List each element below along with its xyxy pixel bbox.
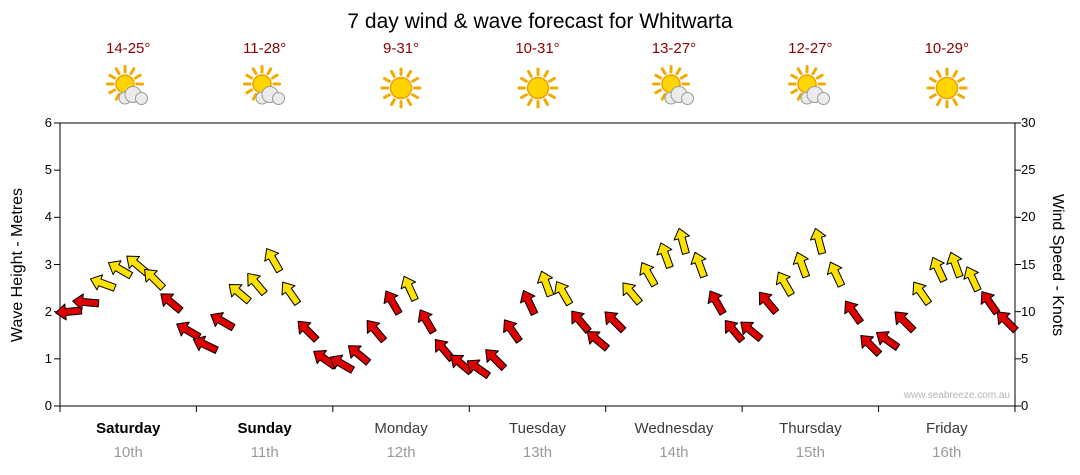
wind-arrow — [963, 266, 982, 293]
wind-arrow — [72, 293, 100, 311]
wind-arrow — [366, 320, 388, 344]
wind-arrow — [383, 290, 403, 316]
wind-arrow — [329, 354, 355, 374]
wind-arrow — [946, 251, 964, 279]
wind-arrow — [485, 349, 508, 371]
page-title: 7 day wind & wave forecast for Whitwarta — [347, 10, 733, 33]
wind-arrow — [247, 272, 268, 297]
wind-arrow — [192, 335, 219, 354]
wind-arrow — [622, 282, 643, 306]
wind-arrow — [656, 242, 674, 270]
wind-arrow — [503, 319, 523, 344]
wind-arrow — [740, 321, 764, 343]
wind-arrow — [519, 289, 539, 316]
wind-arrow — [264, 248, 284, 274]
wind-arrow — [775, 271, 795, 297]
wind-arrow — [673, 227, 690, 255]
wind-arrow — [176, 321, 202, 341]
wind-arrow — [160, 293, 184, 314]
watermark: www.seabreeze.com.au — [903, 390, 1010, 401]
wind-arrow — [144, 268, 166, 291]
wind-arrow — [894, 311, 917, 334]
wind-arrow — [228, 283, 252, 305]
wind-arrow — [466, 359, 491, 380]
wind-arrow — [707, 290, 727, 316]
wind-arrow — [55, 303, 83, 321]
wind-arrow — [536, 270, 555, 298]
wind-arrow — [875, 331, 901, 351]
wind-arrow — [89, 274, 117, 292]
wind-arrow — [826, 261, 846, 288]
wind-arrow — [554, 281, 574, 307]
wind-arrow — [724, 320, 746, 344]
wind-arrow — [297, 320, 320, 343]
wind-arrow — [929, 256, 948, 283]
wind-arrow — [912, 281, 933, 306]
wind-arrow — [604, 311, 627, 334]
wind-arrow — [586, 331, 610, 352]
wind-arrow — [400, 275, 419, 302]
plot-border — [59, 122, 1016, 407]
wind-arrow — [571, 310, 592, 334]
wind-arrow — [690, 251, 708, 279]
wind-arrow — [210, 312, 236, 332]
wind-arrow — [996, 311, 1019, 334]
wind-arrow — [844, 300, 864, 325]
wind-arrow — [347, 345, 372, 366]
wind-arrow — [860, 335, 883, 357]
wind-arrow — [809, 227, 827, 255]
wind-arrow — [639, 262, 659, 288]
wind-arrow — [107, 260, 134, 280]
wind-arrow — [281, 281, 302, 306]
wind-arrow — [758, 291, 780, 315]
wind-arrow — [980, 291, 1001, 316]
wind-arrow — [417, 309, 437, 335]
wind-arrow — [792, 251, 811, 279]
